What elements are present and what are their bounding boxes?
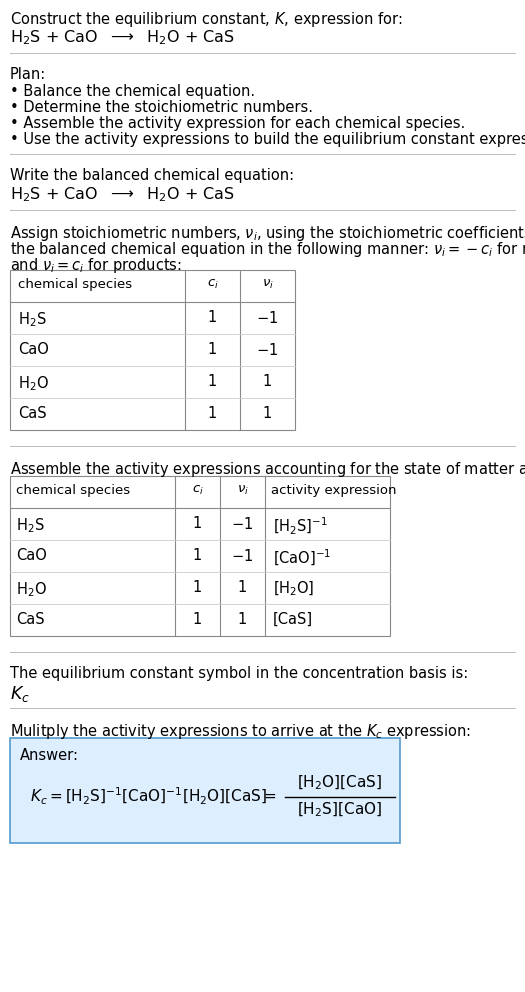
- Bar: [10, 738, 400, 843]
- Text: the balanced chemical equation in the following manner: $\nu_i = -c_i$ for react: the balanced chemical equation in the fo…: [10, 240, 525, 259]
- Text: $[\mathrm{H_2O}][\mathrm{CaS}]$: $[\mathrm{H_2O}][\mathrm{CaS}]$: [298, 774, 383, 793]
- Text: chemical species: chemical species: [16, 484, 130, 497]
- Text: 1: 1: [208, 406, 217, 421]
- Text: CaO: CaO: [16, 548, 47, 563]
- Text: $\nu_i$: $\nu_i$: [261, 278, 274, 291]
- Text: H$_2$O: H$_2$O: [16, 580, 47, 599]
- Text: $c_i$: $c_i$: [192, 484, 203, 497]
- Bar: [10, 476, 390, 636]
- Text: 1: 1: [263, 374, 272, 389]
- Text: 1: 1: [193, 548, 202, 563]
- Text: chemical species: chemical species: [18, 278, 132, 291]
- Text: Mulitply the activity expressions to arrive at the $K_c$ expression:: Mulitply the activity expressions to arr…: [10, 722, 471, 741]
- Text: 1: 1: [263, 406, 272, 421]
- Text: 1: 1: [208, 310, 217, 325]
- Text: Assemble the activity expressions accounting for the state of matter and $\nu_i$: Assemble the activity expressions accoun…: [10, 460, 525, 479]
- Text: $-1$: $-1$: [256, 342, 279, 358]
- Text: $-1$: $-1$: [232, 516, 254, 532]
- Text: • Determine the stoichiometric numbers.: • Determine the stoichiometric numbers.: [10, 100, 313, 115]
- Text: 1: 1: [193, 516, 202, 531]
- Text: $K_c = [\mathrm{H_2S}]^{-1}[\mathrm{CaO}]^{-1}[\mathrm{H_2O}][\mathrm{CaS}]$: $K_c = [\mathrm{H_2S}]^{-1}[\mathrm{CaO}…: [30, 786, 267, 806]
- Text: Write the balanced chemical equation:: Write the balanced chemical equation:: [10, 168, 294, 183]
- Text: and $\nu_i = c_i$ for products:: and $\nu_i = c_i$ for products:: [10, 256, 182, 275]
- Text: [CaS]: [CaS]: [273, 612, 313, 627]
- Text: 1: 1: [193, 580, 202, 595]
- Text: Construct the equilibrium constant, $K$, expression for:: Construct the equilibrium constant, $K$,…: [10, 10, 403, 29]
- Text: H$_2$S: H$_2$S: [16, 516, 45, 535]
- Text: H$_2$S + CaO  $\longrightarrow$  H$_2$O + CaS: H$_2$S + CaO $\longrightarrow$ H$_2$O + …: [10, 185, 235, 203]
- Text: Assign stoichiometric numbers, $\nu_i$, using the stoichiometric coefficients, $: Assign stoichiometric numbers, $\nu_i$, …: [10, 224, 525, 243]
- Text: • Assemble the activity expression for each chemical species.: • Assemble the activity expression for e…: [10, 116, 465, 131]
- Text: $-1$: $-1$: [256, 310, 279, 326]
- Text: 1: 1: [193, 612, 202, 627]
- Text: $[\mathrm{H_2S}][\mathrm{CaO}]$: $[\mathrm{H_2S}][\mathrm{CaO}]$: [298, 801, 383, 819]
- Text: CaS: CaS: [16, 612, 45, 627]
- Text: $\nu_i$: $\nu_i$: [237, 484, 248, 497]
- Text: 1: 1: [208, 374, 217, 389]
- Text: CaO: CaO: [18, 342, 49, 357]
- Text: H$_2$S: H$_2$S: [18, 310, 47, 328]
- Text: 1: 1: [208, 342, 217, 357]
- Text: [CaO]$^{-1}$: [CaO]$^{-1}$: [273, 548, 331, 568]
- Text: The equilibrium constant symbol in the concentration basis is:: The equilibrium constant symbol in the c…: [10, 666, 468, 681]
- Text: $K_c$: $K_c$: [10, 684, 30, 704]
- Text: [H$_2$O]: [H$_2$O]: [273, 580, 314, 598]
- Text: $-1$: $-1$: [232, 548, 254, 564]
- Text: =: =: [264, 789, 276, 804]
- Text: Plan:: Plan:: [10, 67, 46, 82]
- Text: • Use the activity expressions to build the equilibrium constant expression.: • Use the activity expressions to build …: [10, 132, 525, 147]
- Text: 1: 1: [238, 580, 247, 595]
- Text: 1: 1: [238, 612, 247, 627]
- Text: H$_2$S + CaO  $\longrightarrow$  H$_2$O + CaS: H$_2$S + CaO $\longrightarrow$ H$_2$O + …: [10, 28, 235, 47]
- Text: activity expression: activity expression: [271, 484, 396, 497]
- Bar: [10, 270, 295, 430]
- Text: [H$_2$S]$^{-1}$: [H$_2$S]$^{-1}$: [273, 516, 328, 537]
- Text: • Balance the chemical equation.: • Balance the chemical equation.: [10, 84, 255, 99]
- Text: Answer:: Answer:: [20, 748, 79, 763]
- Text: CaS: CaS: [18, 406, 47, 421]
- Text: H$_2$O: H$_2$O: [18, 374, 49, 393]
- Text: $c_i$: $c_i$: [207, 278, 218, 291]
